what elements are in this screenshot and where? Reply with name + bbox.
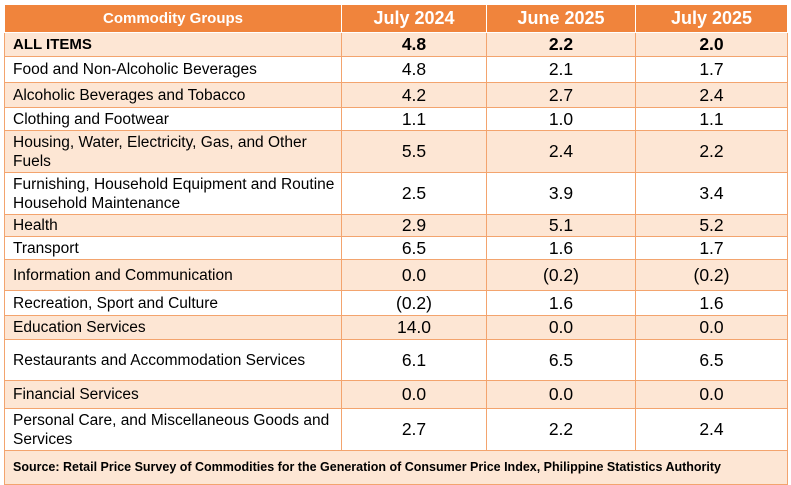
row-label: Furnishing, Household Equipment and Rout… [4,172,342,215]
cell-july-2025: 1.7 [635,236,788,260]
table-row: Recreation, Sport and Culture (0.2) 1.6 … [4,290,788,316]
cell-july-2025: 2.4 [635,408,788,451]
row-label: ALL ITEMS [4,32,342,57]
row-label: Transport [4,236,342,260]
cell-june-2025: 5.1 [486,214,636,237]
cell-july-2024: 2.5 [341,172,487,215]
table-row: Information and Communication 0.0 (0.2) … [4,259,788,291]
cell-july-2024: 2.9 [341,214,487,237]
table-row: Personal Care, and Miscellaneous Goods a… [4,408,788,451]
cell-july-2025: 1.6 [635,290,788,316]
commodity-table-container: Commodity Groups July 2024 June 2025 Jul… [4,4,788,485]
cell-july-2025: 1.7 [635,56,788,83]
row-label: Financial Services [4,380,342,409]
cell-july-2024: 5.5 [341,130,487,173]
cell-july-2025: 3.4 [635,172,788,215]
cell-july-2025: 0.0 [635,380,788,409]
header-row: Commodity Groups July 2024 June 2025 Jul… [4,4,788,33]
row-label: Education Services [4,315,342,340]
cell-july-2025: 2.2 [635,130,788,173]
cell-june-2025: (0.2) [486,259,636,291]
cell-june-2025: 0.0 [486,315,636,340]
cell-june-2025: 1.6 [486,236,636,260]
cell-june-2025: 3.9 [486,172,636,215]
cell-july-2024: 0.0 [341,380,487,409]
row-label: Recreation, Sport and Culture [4,290,342,316]
cell-july-2025: 1.1 [635,107,788,131]
table-row: Housing, Water, Electricity, Gas, and Ot… [4,130,788,173]
table-row: Food and Non-Alcoholic Beverages 4.8 2.1… [4,56,788,83]
cell-july-2025: 6.5 [635,339,788,381]
row-label: Alcoholic Beverages and Tobacco [4,82,342,108]
header-june-2025: June 2025 [486,4,636,33]
row-label: Health [4,214,342,237]
source-row: Source: Retail Price Survey of Commoditi… [4,450,788,485]
table-row: Clothing and Footwear 1.1 1.0 1.1 [4,107,788,131]
cell-july-2024: 4.2 [341,82,487,108]
row-label: Personal Care, and Miscellaneous Goods a… [4,408,342,451]
cell-june-2025: 2.2 [486,408,636,451]
cell-june-2025: 2.2 [486,32,636,57]
cell-july-2025: (0.2) [635,259,788,291]
row-label: Information and Communication [4,259,342,291]
cell-july-2025: 5.2 [635,214,788,237]
table-row-all-items: ALL ITEMS 4.8 2.2 2.0 [4,32,788,57]
cell-july-2024: 0.0 [341,259,487,291]
cell-july-2025: 2.4 [635,82,788,108]
table-row: Education Services 14.0 0.0 0.0 [4,315,788,340]
table-row: Health 2.9 5.1 5.2 [4,214,788,237]
row-label: Food and Non-Alcoholic Beverages [4,56,342,83]
row-label: Housing, Water, Electricity, Gas, and Ot… [4,130,342,173]
row-label: Restaurants and Accommodation Services [4,339,342,381]
table-row: Furnishing, Household Equipment and Rout… [4,172,788,215]
cell-july-2024: 2.7 [341,408,487,451]
cell-july-2025: 0.0 [635,315,788,340]
table-row: Transport 6.5 1.6 1.7 [4,236,788,260]
table-row: Financial Services 0.0 0.0 0.0 [4,380,788,409]
header-commodity-groups: Commodity Groups [4,4,342,33]
commodity-inflation-table: Commodity Groups July 2024 June 2025 Jul… [4,4,788,485]
cell-june-2025: 1.0 [486,107,636,131]
row-label: Clothing and Footwear [4,107,342,131]
cell-july-2025: 2.0 [635,32,788,57]
cell-july-2024: 4.8 [341,32,487,57]
header-july-2025: July 2025 [635,4,788,33]
header-july-2024: July 2024 [341,4,487,33]
cell-june-2025: 1.6 [486,290,636,316]
cell-june-2025: 2.1 [486,56,636,83]
cell-july-2024: 6.5 [341,236,487,260]
cell-july-2024: (0.2) [341,290,487,316]
table-row: Alcoholic Beverages and Tobacco 4.2 2.7 … [4,82,788,108]
cell-june-2025: 6.5 [486,339,636,381]
cell-july-2024: 6.1 [341,339,487,381]
table-row: Restaurants and Accommodation Services 6… [4,339,788,381]
cell-july-2024: 4.8 [341,56,487,83]
cell-july-2024: 14.0 [341,315,487,340]
cell-june-2025: 2.4 [486,130,636,173]
cell-june-2025: 0.0 [486,380,636,409]
source-note: Source: Retail Price Survey of Commoditi… [4,450,788,485]
cell-july-2024: 1.1 [341,107,487,131]
cell-june-2025: 2.7 [486,82,636,108]
